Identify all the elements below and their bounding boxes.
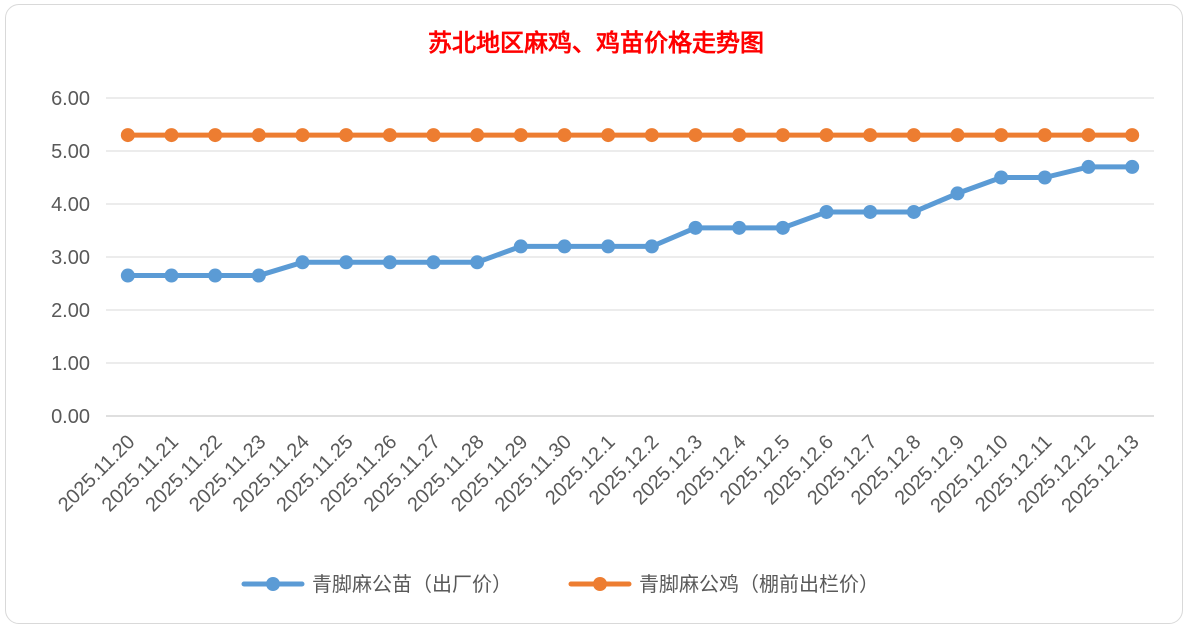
legend-label: 青脚麻公苗（出厂价）	[312, 572, 512, 596]
data-point	[557, 239, 572, 254]
data-point	[906, 204, 921, 219]
data-point	[470, 128, 485, 143]
data-point	[1125, 159, 1140, 174]
data-point	[775, 128, 790, 143]
data-point	[339, 255, 354, 270]
series-1	[120, 159, 1140, 283]
y-tick-label: 6.00	[51, 88, 90, 110]
y-tick-label: 3.00	[51, 247, 90, 269]
legend-item-2: 青脚麻公鸡（棚前出栏价）	[568, 572, 879, 596]
y-tick-label: 5.00	[51, 141, 90, 163]
series-2	[120, 128, 1140, 143]
data-point	[950, 186, 965, 201]
data-point	[819, 204, 834, 219]
data-point	[339, 128, 354, 143]
series-layer	[120, 128, 1140, 283]
data-point	[426, 128, 441, 143]
data-point	[164, 128, 179, 143]
y-axis-ticks: 0.00 1.00 2.00 3.00 4.00 5.00 6.00	[51, 88, 90, 428]
data-point	[426, 255, 441, 270]
series-line	[125, 164, 1135, 279]
chart-frame: 苏北地区麻鸡、鸡苗价格走势图 0.00 1.00 2.00 3.00 4.00 5.00 6…	[5, 4, 1183, 624]
data-point	[120, 268, 135, 283]
data-point	[513, 239, 528, 254]
y-tick-label: 4.00	[51, 194, 90, 216]
data-point	[688, 128, 703, 143]
price-trend-chart: 苏北地区麻鸡、鸡苗价格走势图 0.00 1.00 2.00 3.00 4.00 5.00 6…	[51, 28, 1154, 596]
data-point	[470, 255, 485, 270]
data-point	[295, 255, 310, 270]
data-point	[208, 268, 223, 283]
chart-title: 苏北地区麻鸡、鸡苗价格走势图	[428, 28, 764, 57]
data-point	[688, 220, 703, 235]
y-tick-label: 1.00	[51, 353, 90, 375]
data-point	[251, 128, 266, 143]
gridlines	[106, 97, 1154, 417]
data-point	[863, 204, 878, 219]
x-axis-ticks: 2025.11.202025.11.212025.11.222025.11.23…	[54, 431, 1144, 517]
data-point	[164, 268, 179, 283]
data-point	[382, 255, 397, 270]
data-point	[382, 128, 397, 143]
legend-marker-icon	[266, 577, 280, 591]
data-point	[863, 128, 878, 143]
data-point	[557, 128, 572, 143]
y-tick-label: 2.00	[51, 300, 90, 322]
data-point	[775, 220, 790, 235]
data-point	[601, 128, 616, 143]
data-point	[1081, 159, 1096, 174]
legend-label: 青脚麻公鸡（棚前出栏价）	[639, 572, 879, 596]
data-point	[906, 128, 921, 143]
y-tick-label: 0.00	[51, 406, 90, 428]
data-point	[251, 268, 266, 283]
data-point	[644, 128, 659, 143]
legend-item-1: 青脚麻公苗（出厂价）	[241, 572, 512, 596]
data-point	[644, 239, 659, 254]
legend-marker-icon	[593, 577, 607, 591]
data-point	[732, 128, 747, 143]
data-point	[1037, 128, 1052, 143]
data-point	[295, 128, 310, 143]
data-point	[1125, 128, 1140, 143]
data-point	[601, 239, 616, 254]
data-point	[732, 220, 747, 235]
data-point	[994, 128, 1009, 143]
data-point	[994, 170, 1009, 185]
data-point	[950, 128, 965, 143]
data-point	[120, 128, 135, 143]
data-point	[1081, 128, 1096, 143]
data-point	[819, 128, 834, 143]
data-point	[1037, 170, 1052, 185]
legend: 青脚麻公苗（出厂价） 青脚麻公鸡（棚前出栏价）	[241, 572, 879, 596]
data-point	[208, 128, 223, 143]
data-point	[513, 128, 528, 143]
